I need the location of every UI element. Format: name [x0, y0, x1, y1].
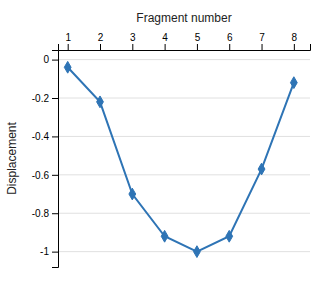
tick: 7: [259, 32, 265, 50]
chart: 1 2 3 4 5 6 7 8 0 -0.2 -0.4 -0.6 -0.8 -1 Fragment numb…: [0, 0, 326, 281]
point: [258, 163, 265, 175]
grid-line: [58, 251, 310, 252]
tick: 6: [227, 32, 233, 50]
tick-mark: [100, 44, 101, 50]
y-axis-title: Displacement: [5, 121, 19, 194]
tick-mark: [52, 60, 58, 61]
grid-line: [58, 59, 310, 60]
marks: [64, 61, 297, 257]
tick-label: 1: [65, 32, 71, 43]
tick-label: 7: [259, 32, 265, 43]
line: [68, 67, 294, 251]
tick-label: -1: [40, 246, 49, 257]
tick-mark: [165, 44, 166, 50]
tick-label: 8: [292, 32, 298, 43]
grid-line: [58, 174, 310, 175]
tick-mark: [262, 44, 263, 50]
tick: 2: [98, 32, 104, 50]
grid-line: [58, 136, 310, 137]
tick: 1: [65, 32, 71, 50]
tick-label: -0.4: [32, 131, 50, 142]
point: [97, 96, 104, 108]
point: [194, 246, 201, 258]
point: [290, 77, 297, 89]
point: [161, 230, 168, 242]
tick-mark: [197, 44, 198, 50]
tick: 8: [292, 32, 298, 50]
tick-label: 5: [195, 32, 201, 43]
y-axis: 0 -0.2 -0.4 -0.6 -0.8 -1: [32, 51, 59, 268]
x-axis-title: Fragment number: [136, 11, 231, 25]
tick-mark: [52, 252, 58, 253]
tick-label: 2: [98, 32, 104, 43]
tick: -1: [40, 246, 58, 257]
tick: -0.2: [32, 93, 58, 104]
tick-mark: [294, 44, 295, 50]
tick: 3: [130, 32, 136, 50]
point: [129, 188, 136, 200]
grid: [58, 60, 310, 252]
tick-mark: [52, 136, 58, 137]
tick-label: -0.8: [32, 208, 50, 219]
tick: 5: [195, 32, 201, 50]
tick: -0.8: [32, 208, 58, 219]
chart-container: 1 2 3 4 5 6 7 8 0 -0.2 -0.4 -0.6 -0.8 -1 Fragment numb…: [0, 0, 326, 281]
axis-line: [59, 44, 311, 51]
tick-label: -0.2: [32, 93, 50, 104]
tick-label: 3: [130, 32, 136, 43]
tick: 4: [162, 32, 168, 50]
tick-mark: [52, 175, 58, 176]
tick-label: -0.6: [32, 170, 50, 181]
axis-line: [52, 51, 59, 268]
tick-mark: [132, 44, 133, 50]
tick: 0: [43, 54, 58, 65]
tick-mark: [52, 98, 58, 99]
tick-label: 6: [227, 32, 233, 43]
tick: -0.6: [32, 170, 58, 181]
point: [64, 61, 71, 73]
plot: 1 2 3 4 5 6 7 8 0 -0.2 -0.4 -0.6 -0.8 -1: [32, 32, 311, 268]
x-axis: 1 2 3 4 5 6 7 8: [59, 32, 311, 51]
tick-mark: [52, 213, 58, 214]
tick-mark: [229, 44, 230, 50]
grid-line: [58, 213, 310, 214]
tick-mark: [68, 44, 69, 50]
tick-label: 0: [43, 54, 49, 65]
tick-label: 4: [162, 32, 168, 43]
point: [226, 230, 233, 242]
tick: -0.4: [32, 131, 58, 142]
